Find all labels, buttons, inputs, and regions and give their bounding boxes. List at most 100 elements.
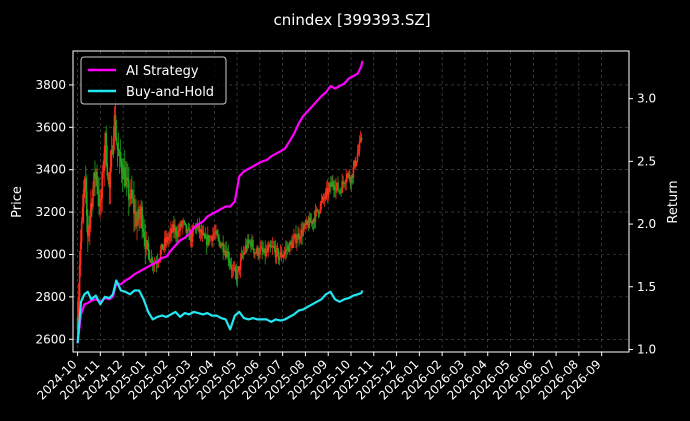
candle-body xyxy=(137,209,139,223)
candle-body xyxy=(322,197,325,199)
candle-body xyxy=(240,254,243,259)
candle-body xyxy=(257,247,259,256)
candle-body xyxy=(343,182,345,184)
candle-body xyxy=(264,248,267,256)
candle-body xyxy=(176,235,178,238)
candle-body xyxy=(346,173,349,179)
candle-body xyxy=(262,250,264,253)
candle-body xyxy=(90,203,92,216)
candle-body xyxy=(211,236,213,241)
candle-body xyxy=(245,244,248,249)
candle-body xyxy=(172,224,174,233)
candle-body xyxy=(284,248,287,252)
candle-body xyxy=(97,186,99,195)
candle-body xyxy=(179,223,181,232)
candle-body xyxy=(337,182,339,191)
candle-body xyxy=(234,267,237,272)
candle-body xyxy=(169,233,171,238)
candle-body xyxy=(78,264,81,297)
candle-body xyxy=(325,188,328,192)
candle-body xyxy=(330,183,332,187)
candle-body xyxy=(128,180,130,200)
candle-body xyxy=(133,199,135,214)
candle-body xyxy=(280,252,283,258)
y-left-tick-label: 3400 xyxy=(35,163,66,177)
candle-body xyxy=(256,247,258,254)
candle-body xyxy=(106,163,109,176)
candle-body xyxy=(306,220,309,224)
candle-body xyxy=(88,227,90,237)
candle-body xyxy=(302,228,304,236)
candle-body xyxy=(148,250,151,261)
candle-body xyxy=(300,229,302,239)
candle-body xyxy=(151,258,154,265)
candle-body xyxy=(249,241,251,243)
candle-body xyxy=(317,211,320,214)
candle-body xyxy=(345,178,348,183)
candle-body xyxy=(248,239,250,243)
candle-body xyxy=(216,231,218,235)
candle-body xyxy=(271,246,274,248)
candle-body xyxy=(117,149,120,156)
legend-box xyxy=(80,56,227,105)
candle-body xyxy=(259,247,261,255)
candle-body xyxy=(174,227,176,232)
candle-body xyxy=(252,240,254,249)
candle-body xyxy=(243,251,246,253)
candle-body xyxy=(282,254,285,257)
candle-body xyxy=(324,191,327,199)
candle-body xyxy=(263,248,265,253)
candle-body xyxy=(354,160,357,166)
candle-body xyxy=(77,296,80,330)
candle-body xyxy=(339,191,341,193)
candle-body xyxy=(334,189,336,191)
candle-body xyxy=(94,172,96,179)
candle-body xyxy=(105,133,108,164)
candle-body xyxy=(171,229,173,233)
candle-body xyxy=(116,142,119,150)
candle-body xyxy=(190,232,193,242)
y-right-tick-label: 2.0 xyxy=(637,217,656,231)
candle-body xyxy=(145,240,148,250)
candle-body xyxy=(144,238,147,250)
candle-body xyxy=(163,238,166,246)
candle-body xyxy=(315,208,318,211)
candle-body xyxy=(108,174,111,188)
candle-body xyxy=(320,200,323,204)
series-line-ai-strategy xyxy=(76,60,364,344)
candle-body xyxy=(76,318,79,330)
candle-body xyxy=(85,191,88,216)
candle-body xyxy=(309,217,312,223)
candle-body xyxy=(120,162,123,173)
candle-body xyxy=(261,247,263,251)
candle-body xyxy=(87,215,89,237)
candle-body xyxy=(355,161,358,166)
candle-body xyxy=(348,173,351,179)
candle-body xyxy=(104,133,107,153)
candle-body xyxy=(182,220,184,223)
candle-body xyxy=(198,224,201,233)
candle-body xyxy=(295,234,297,244)
candle-body xyxy=(342,181,344,183)
candle-body xyxy=(344,182,346,184)
candle-body xyxy=(289,241,291,252)
candle-body xyxy=(221,243,223,246)
candle-body xyxy=(228,259,231,263)
candle-body xyxy=(98,194,100,207)
candle-body xyxy=(298,233,300,240)
candle-body xyxy=(329,183,331,188)
candle-body xyxy=(340,191,342,193)
candle-body xyxy=(224,250,227,253)
candle-body xyxy=(149,260,152,263)
candle-body xyxy=(83,178,86,189)
candle-body xyxy=(274,248,277,258)
candle-body xyxy=(102,171,104,173)
candle-body xyxy=(336,182,338,186)
candle-body xyxy=(238,266,241,270)
y-right-tick-label: 1.0 xyxy=(637,342,656,356)
candle-body xyxy=(231,268,234,271)
candle-body xyxy=(331,181,333,187)
candle-body xyxy=(304,224,306,225)
candle-body xyxy=(297,233,299,240)
